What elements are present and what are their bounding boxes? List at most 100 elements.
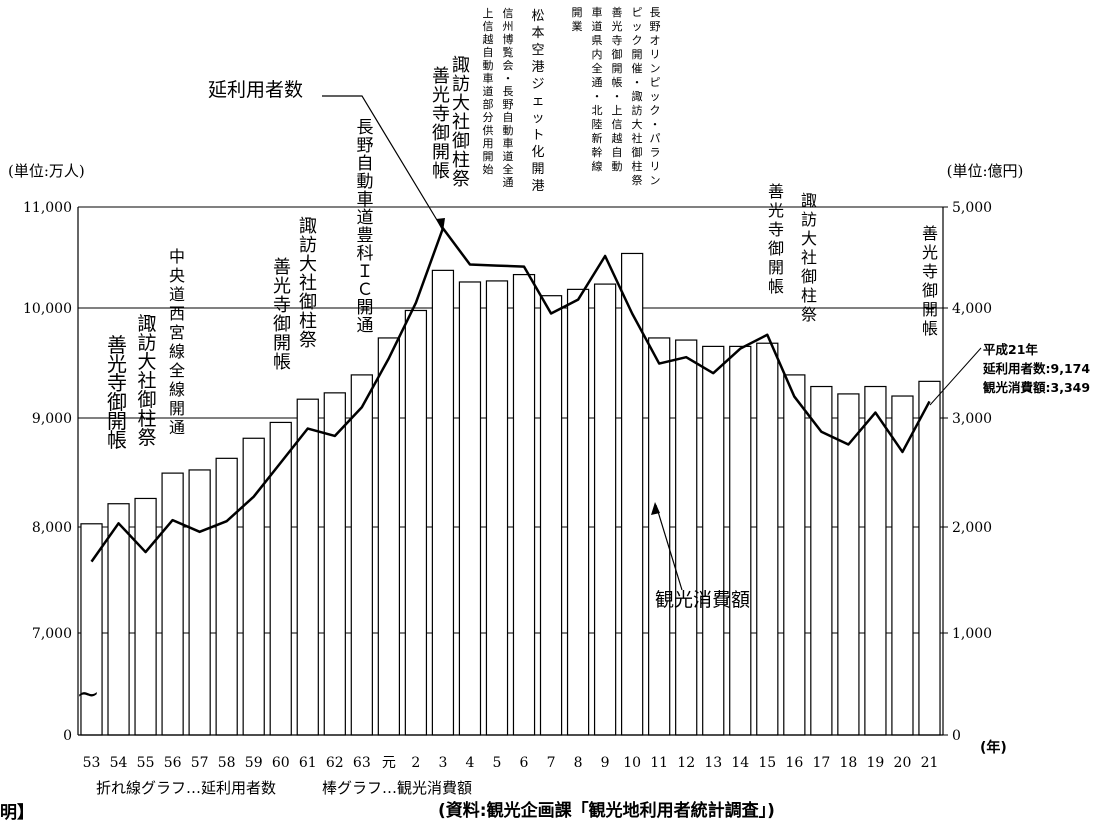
svg-text:越: 越 <box>483 32 494 46</box>
svg-text:上: 上 <box>483 7 494 20</box>
svg-text:光: 光 <box>922 243 938 262</box>
bar-4 <box>458 281 482 736</box>
y-right-tick: 2,000 <box>952 520 992 536</box>
svg-text:開: 開 <box>273 333 291 354</box>
bar-16 <box>783 374 806 736</box>
svg-text:空: 空 <box>531 43 544 58</box>
svg-text:車: 車 <box>592 5 603 19</box>
svg-text:西: 西 <box>169 304 185 323</box>
svg-text:ッ: ッ <box>650 90 661 103</box>
x-tick-15: 15 <box>758 755 776 771</box>
svg-text:開: 開 <box>107 409 127 433</box>
svg-text:部: 部 <box>483 97 494 111</box>
svg-text:始: 始 <box>483 162 494 176</box>
svg-text:ン: ン <box>650 62 661 75</box>
svg-text:科: 科 <box>357 244 374 264</box>
svg-text:供: 供 <box>483 123 494 137</box>
svg-text:本: 本 <box>531 26 544 41</box>
x-tick-58: 58 <box>218 755 236 771</box>
bar-19 <box>864 385 887 736</box>
svg-text:訪: 訪 <box>801 210 817 229</box>
svg-text:光: 光 <box>107 352 127 376</box>
svg-text:ラ: ラ <box>650 146 661 159</box>
svg-text:道: 道 <box>169 285 185 304</box>
svg-text:訪: 訪 <box>299 235 317 256</box>
svg-text:開: 開 <box>572 6 583 19</box>
svg-text:寺: 寺 <box>922 262 938 281</box>
bar-14 <box>729 345 752 736</box>
svg-text:善: 善 <box>273 257 291 278</box>
x-tick-62: 62 <box>326 755 344 771</box>
svg-text:幹: 幹 <box>592 145 603 159</box>
svg-text:通: 通 <box>357 316 374 336</box>
axis-break-symbol: ~ <box>76 677 99 710</box>
y-tick-labels: 11,000 10,000 9,000 8,000 7,000 0 5,000 4,000 3,… <box>23 200 992 744</box>
axes <box>77 206 948 736</box>
svg-text:信: 信 <box>612 118 623 131</box>
svg-text:寺: 寺 <box>432 104 450 125</box>
svg-text:全: 全 <box>169 361 185 380</box>
y-left-tick: 10,000 <box>23 301 72 317</box>
svg-text:諏: 諏 <box>801 191 817 210</box>
svg-text:車: 車 <box>483 71 494 85</box>
x-tick-8: 8 <box>574 755 583 771</box>
svg-text:動: 動 <box>357 172 374 192</box>
svg-text:Ｉ: Ｉ <box>357 262 374 282</box>
svg-text:善: 善 <box>612 5 623 19</box>
svg-text:開: 開 <box>768 258 784 277</box>
svg-text:・: ・ <box>503 72 514 85</box>
chart-text: (単位:万人) (単位:億円) (年) 折れ線グラフ…延利用者数 棒グラフ…観光消費額 (… <box>0 79 1090 823</box>
y-left-tick: 8,000 <box>32 520 72 536</box>
bar-series-spend <box>80 252 941 736</box>
svg-text:ッ: ッ <box>632 20 643 33</box>
svg-text:港: 港 <box>531 179 544 194</box>
legend-line-label: 折れ線グラフ…延利用者数 <box>96 779 276 797</box>
x-tick-21: 21 <box>921 755 939 771</box>
svg-text:豊: 豊 <box>357 226 374 246</box>
bar-58 <box>215 457 238 736</box>
svg-text:社: 社 <box>452 112 470 133</box>
svg-text:央: 央 <box>169 266 185 285</box>
svg-text:道: 道 <box>483 84 494 98</box>
x-tick-20: 20 <box>894 755 912 771</box>
x-tick-6: 6 <box>520 755 529 771</box>
y-left-tick: 7,000 <box>32 626 72 642</box>
callout-spend-label: 観光消費額 <box>655 589 750 611</box>
svg-text:・: ・ <box>632 76 643 89</box>
svg-text:祭: 祭 <box>299 330 317 351</box>
bar-12 <box>675 339 698 736</box>
x-tick-63: 63 <box>353 755 371 771</box>
svg-text:宮: 宮 <box>169 323 185 342</box>
bar-63 <box>350 374 373 736</box>
svg-text:寺: 寺 <box>612 34 623 47</box>
x-tick-16: 16 <box>785 755 803 771</box>
bar-11 <box>648 337 671 736</box>
bar-59 <box>242 437 265 736</box>
y-left-tick: 11,000 <box>23 200 72 216</box>
svg-text:御: 御 <box>632 145 643 159</box>
svg-text:リ: リ <box>650 160 661 173</box>
svg-text:御: 御 <box>107 390 127 414</box>
svg-text:博: 博 <box>503 33 514 46</box>
svg-text:信: 信 <box>483 20 494 33</box>
svg-text:訪: 訪 <box>137 332 156 354</box>
svg-text:帳: 帳 <box>432 161 450 182</box>
x-tick-55: 55 <box>137 755 155 771</box>
svg-text:帳: 帳 <box>768 277 784 296</box>
svg-text:御: 御 <box>273 314 291 335</box>
svg-text:御: 御 <box>922 281 938 300</box>
svg-text:祭: 祭 <box>452 169 470 190</box>
svg-text:線: 線 <box>169 380 185 399</box>
svg-text:分: 分 <box>483 111 494 124</box>
svg-text:社: 社 <box>137 370 156 392</box>
x-tick-11: 11 <box>650 755 668 771</box>
svg-text:全: 全 <box>503 162 514 176</box>
